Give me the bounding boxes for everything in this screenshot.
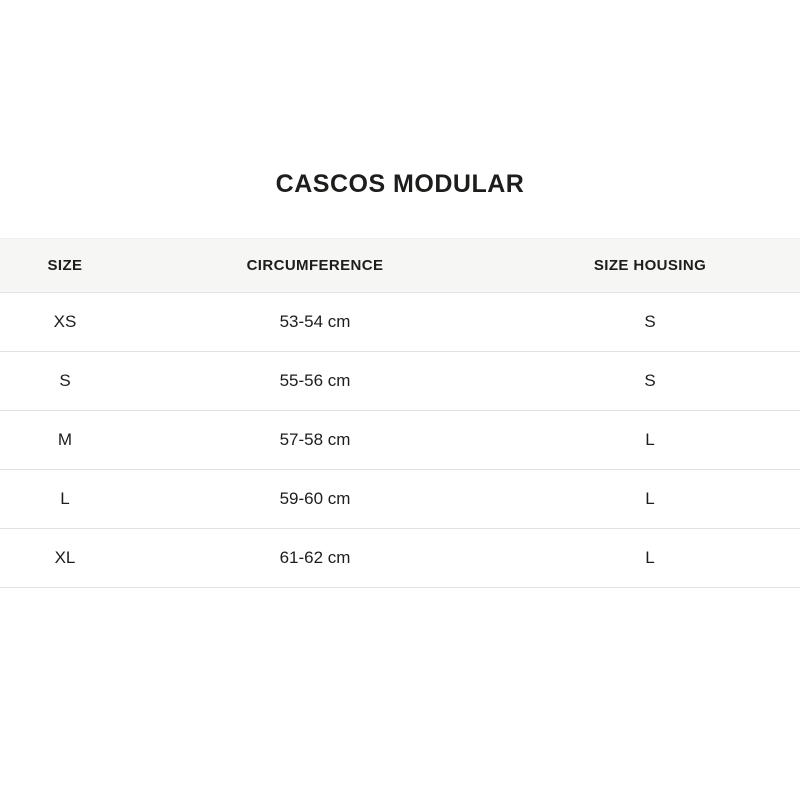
cell-size-housing: L xyxy=(500,410,800,470)
cell-circumference: 53-54 cm xyxy=(130,292,500,352)
cell-size-housing: L xyxy=(500,528,800,588)
cell-circumference: 55-56 cm xyxy=(130,351,500,411)
cell-size: L xyxy=(0,469,130,529)
cell-circumference: 59-60 cm xyxy=(130,469,500,529)
cell-size: S xyxy=(0,351,130,411)
cell-size-housing: S xyxy=(500,351,800,411)
column-header-circumference: CIRCUMFERENCE xyxy=(130,238,500,293)
cell-size: M xyxy=(0,410,130,470)
cell-size: XS xyxy=(0,292,130,352)
table-row: XL 61-62 cm L xyxy=(0,528,800,588)
table-row: M 57-58 cm L xyxy=(0,410,800,470)
cell-circumference: 61-62 cm xyxy=(130,528,500,588)
page-title: CASCOS MODULAR xyxy=(275,170,525,198)
cell-size-housing: L xyxy=(500,469,800,529)
table-header-row: SIZE CIRCUMFERENCE SIZE HOUSING xyxy=(0,238,800,293)
cell-size-housing: S xyxy=(500,292,800,352)
table-row: S 55-56 cm S xyxy=(0,351,800,411)
size-table: SIZE CIRCUMFERENCE SIZE HOUSING XS 53-54… xyxy=(0,238,800,588)
column-header-size: SIZE xyxy=(0,238,130,293)
table-row: L 59-60 cm L xyxy=(0,469,800,529)
table-row: XS 53-54 cm S xyxy=(0,292,800,352)
column-header-size-housing: SIZE HOUSING xyxy=(500,238,800,293)
cell-size: XL xyxy=(0,528,130,588)
cell-circumference: 57-58 cm xyxy=(130,410,500,470)
